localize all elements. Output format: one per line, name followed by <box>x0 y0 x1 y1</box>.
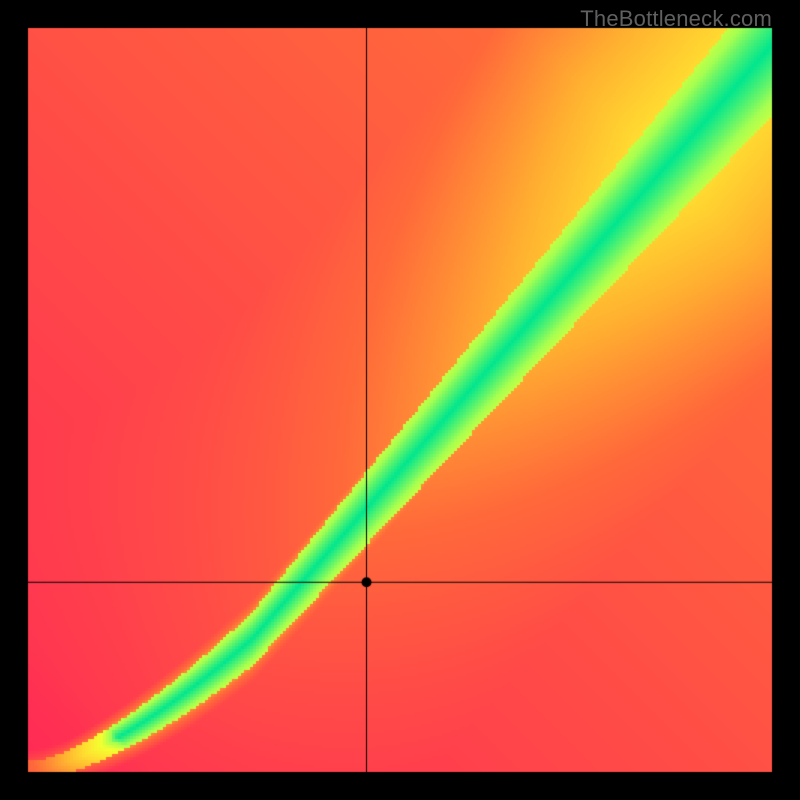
heatmap-canvas <box>0 0 800 800</box>
bottleneck-chart: TheBottleneck.com <box>0 0 800 800</box>
watermark-text: TheBottleneck.com <box>580 6 772 32</box>
